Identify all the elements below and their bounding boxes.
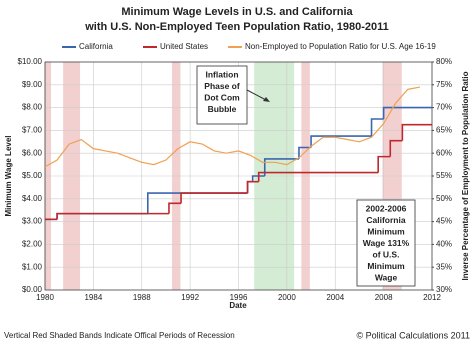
y-tick-label: $5.00 bbox=[22, 171, 43, 180]
footer-note: Vertical Red Shaded Bands Indicate Offic… bbox=[4, 331, 235, 340]
x-tick-label: 1984 bbox=[84, 293, 102, 302]
chart-title: with U.S. Non-Employed Teen Population R… bbox=[84, 21, 389, 33]
legend-label: United States bbox=[160, 42, 208, 51]
y-tick-label: $1.00 bbox=[22, 262, 43, 271]
y-axis-title: Minimum Wage Level bbox=[4, 135, 13, 216]
annotation-text: 2002-2006 bbox=[366, 203, 407, 213]
step-segment bbox=[263, 158, 299, 176]
annotation-text: Inflation bbox=[205, 69, 238, 79]
annotation-text: Wage 131% bbox=[363, 238, 410, 248]
series-line bbox=[44, 86, 421, 168]
x-tick-label: 1992 bbox=[181, 293, 199, 302]
y2-tick-label: 70% bbox=[436, 103, 452, 112]
annotation-text: Minimum bbox=[367, 226, 405, 236]
step-segment bbox=[382, 106, 432, 119]
x-tick-label: 2004 bbox=[326, 293, 344, 302]
y-tick-label: $8.00 bbox=[22, 103, 43, 112]
x-tick-label: 1980 bbox=[36, 293, 54, 302]
step-segment bbox=[257, 171, 379, 182]
y-tick-label: $0.00 bbox=[22, 285, 43, 294]
y2-tick-label: 30% bbox=[436, 285, 452, 294]
step-segment bbox=[377, 155, 391, 173]
step-segment bbox=[370, 118, 384, 137]
x-tick-label: 1988 bbox=[133, 293, 151, 302]
step-segment bbox=[310, 135, 372, 148]
y2-tick-label: 40% bbox=[436, 240, 452, 249]
annotation-text: Minimum bbox=[367, 261, 405, 271]
footer-credit: © Political Calculations 2011 bbox=[356, 330, 470, 340]
annotation-arrowhead bbox=[263, 97, 270, 102]
x-tick-label: 2000 bbox=[278, 293, 296, 302]
y2-tick-label: 65% bbox=[436, 126, 452, 135]
y-tick-label: $6.00 bbox=[22, 148, 43, 157]
y2-tick-label: 60% bbox=[436, 148, 452, 157]
step-segment bbox=[168, 202, 182, 214]
y2-axis-title: Inverse Percentage of Employment to Popu… bbox=[461, 71, 470, 280]
plot-frame bbox=[44, 61, 433, 291]
y-tick-label: $3.00 bbox=[22, 217, 43, 226]
y2-tick-label: 55% bbox=[436, 171, 452, 180]
chart-title: Minimum Wage Levels in U.S. and Californ… bbox=[121, 6, 353, 18]
y-tick-label: $4.00 bbox=[22, 194, 43, 203]
legend-label: California bbox=[79, 42, 113, 51]
y-tick-label: $7.00 bbox=[22, 126, 43, 135]
step-segment bbox=[251, 175, 265, 182]
x-axis-title: Date bbox=[229, 301, 247, 310]
y2-tick-label: 80% bbox=[436, 57, 452, 66]
annotation-text: Bubble bbox=[208, 104, 237, 114]
annotation-arrow bbox=[246, 89, 267, 101]
step-segment bbox=[146, 192, 248, 214]
y2-tick-label: 50% bbox=[436, 194, 452, 203]
annotation-box bbox=[196, 65, 248, 125]
x-tick-label: 2012 bbox=[423, 293, 441, 302]
y2-tick-label: 35% bbox=[436, 262, 452, 271]
y-tick-label: $2.00 bbox=[22, 240, 43, 249]
step-segment bbox=[298, 146, 312, 159]
step-segment bbox=[56, 212, 169, 220]
x-tick-label: 1996 bbox=[230, 293, 248, 302]
y-tick-label: $10.00 bbox=[18, 57, 43, 66]
step-segment bbox=[389, 139, 403, 157]
annotation-text: Phase of bbox=[204, 81, 240, 91]
step-segment bbox=[180, 192, 248, 204]
legend-label: Non-Employed to Population Ratio for U.S… bbox=[245, 42, 436, 51]
y2-tick-label: 75% bbox=[436, 80, 452, 89]
annotation-text: Wage bbox=[375, 272, 398, 282]
step-segment bbox=[401, 123, 432, 141]
annotation-text: Dot Com bbox=[204, 92, 240, 102]
y2-tick-label: 45% bbox=[436, 217, 452, 226]
y-tick-label: $9.00 bbox=[22, 80, 43, 89]
annotation-text: of U.S. bbox=[373, 249, 400, 259]
x-tick-label: 2008 bbox=[375, 293, 393, 302]
step-segment bbox=[246, 180, 259, 194]
annotation-text: California bbox=[366, 215, 405, 225]
annotation-box bbox=[356, 199, 416, 287]
